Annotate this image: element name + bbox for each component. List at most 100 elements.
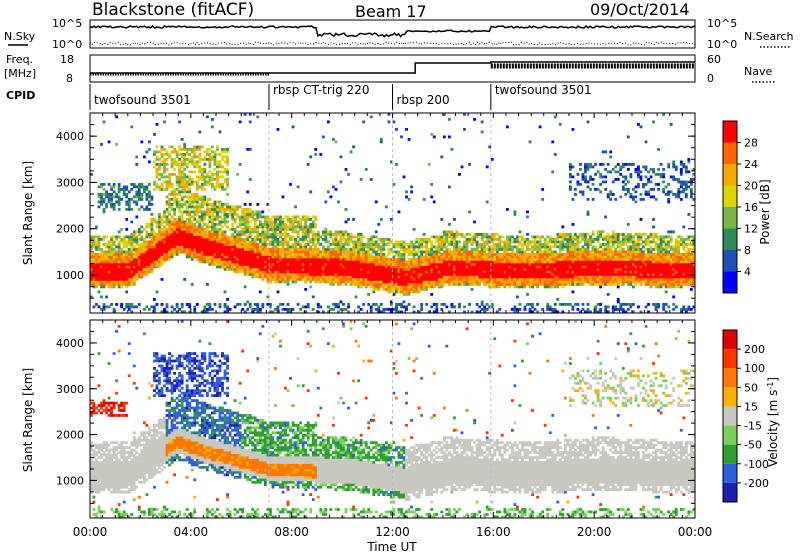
power-cell [193,210,197,214]
power-cell [238,230,242,234]
power-cell [533,258,537,261]
power-cell [175,178,179,181]
power-cell [291,238,295,241]
power-cell [558,240,562,244]
power-cell [453,263,456,266]
power-cell [316,270,320,274]
power-cell [568,243,572,246]
power-cell [561,273,565,276]
power-cell [256,253,260,256]
power-cell [193,235,197,239]
power-cell [402,275,406,279]
power-cell [100,195,103,199]
power-cell [130,268,134,271]
power-cell [432,253,436,256]
power-cell [180,160,184,164]
power-cell [384,243,388,246]
power-cell [216,245,219,249]
power-cell [180,210,184,214]
power-cell [435,250,439,254]
power-cell [289,273,292,276]
power-cell [561,283,565,286]
power-cell [440,283,444,286]
power-cell [505,238,509,241]
power-cell [369,253,373,256]
power-cell [576,265,580,269]
power-cell [453,255,456,259]
power-cell [518,258,522,261]
power-cell [223,260,227,264]
power-cell [528,253,532,256]
power-cell [395,303,398,306]
power-cell [407,285,411,289]
power-cell [316,258,320,261]
power-cell [218,215,222,219]
power-cell [90,278,93,281]
power-cell [274,225,277,229]
power-cell [185,150,189,154]
power-cell [306,278,310,281]
power-cell [349,235,353,239]
power-cell [400,255,403,259]
power-cell [286,260,290,264]
power-cell [223,208,227,211]
power-cell [112,185,116,189]
power-cell [135,155,139,159]
power-cell [140,260,144,264]
power-cell [195,195,199,199]
power-cell [193,163,197,166]
power-cell [468,280,471,284]
power-cell [203,163,207,166]
power-cell [211,228,214,231]
power-cell [359,258,363,261]
power-cell [165,168,169,171]
power-cell [387,243,391,246]
power-cell [410,268,413,271]
power-cell [233,205,237,209]
power-cell [495,283,499,286]
power-cell [95,260,98,264]
power-cell [304,230,308,234]
power-cell [155,265,159,269]
power-cell [541,258,545,261]
power-cell [213,223,217,226]
power-cell [263,215,267,219]
power-cell [523,260,527,264]
power-cell [417,285,421,289]
power-cell [407,260,411,264]
power-cell [200,205,204,209]
power-cell [251,210,255,214]
power-cell [400,135,403,139]
power-cell [168,248,171,251]
power-cell [185,218,189,221]
power-cell [213,168,217,171]
power-cell [420,238,424,241]
power-cell [127,265,131,269]
power-cell [465,250,469,254]
power-cell [236,263,240,266]
power-cell [526,255,529,259]
power-cell [168,205,171,209]
power-cell [450,265,454,269]
power-cell [120,255,124,259]
power-cell [354,278,358,281]
power-cell [145,150,149,154]
power-cell [155,290,159,294]
power-cell [205,180,209,184]
power-cell [266,303,270,306]
power-cell [241,238,245,241]
power-cell [294,215,298,219]
power-cell [246,223,250,226]
power-cell [304,245,308,249]
power-cell [231,208,234,211]
power-cell [102,283,106,286]
power-cell [344,283,348,286]
power-cell [185,213,189,216]
power-cell [334,240,338,244]
power-cell [226,260,229,264]
power-cell [450,280,454,284]
power-cell [125,245,129,249]
power-cell [180,243,184,246]
power-cell [372,285,376,289]
power-cell [579,240,582,244]
